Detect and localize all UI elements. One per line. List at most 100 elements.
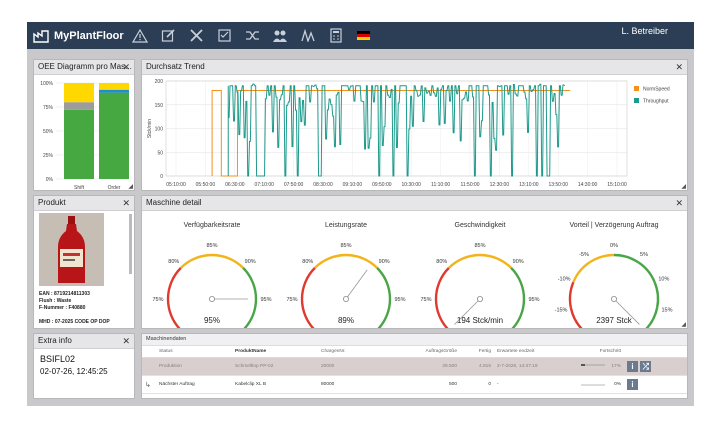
scrollbar[interactable] bbox=[129, 214, 132, 274]
gauge-tick-label: 95% bbox=[394, 297, 405, 303]
signal-icon[interactable] bbox=[299, 27, 317, 44]
top-bar: MyPlantFloor L. Betreiber ✕ bbox=[27, 22, 694, 49]
gauges: Verfügbarkeitsrate70%75%80%85%90%95%100%… bbox=[152, 222, 673, 328]
gauge-arc bbox=[314, 253, 347, 269]
warning-icon[interactable] bbox=[131, 27, 149, 44]
gauge-title: Verfügbarkeitsrate bbox=[184, 222, 241, 229]
product-ean: EAN : 8719214811303 bbox=[39, 291, 90, 297]
factory-icon bbox=[33, 30, 49, 43]
col-chargennr: ChargenNr. bbox=[318, 346, 404, 358]
edit-icon[interactable] bbox=[159, 27, 177, 44]
cell-progress: 17% bbox=[578, 357, 624, 376]
gauge-tick-label: 75% bbox=[420, 297, 431, 303]
gauge-tick-label: 85% bbox=[206, 243, 217, 249]
gauge-tick-label: 10% bbox=[658, 276, 669, 282]
product-details: EAN : 8719214811303 Flush : Waste F-Numm… bbox=[39, 291, 110, 326]
y-tick-label: 100 bbox=[155, 127, 164, 133]
bar-segment-blue bbox=[99, 89, 129, 93]
gauge-tick-label: -10% bbox=[558, 276, 571, 282]
info-button[interactable]: i bbox=[627, 379, 638, 390]
gauge-tick-label: 85% bbox=[474, 243, 485, 249]
info-button[interactable]: i bbox=[627, 361, 638, 372]
gauge-arc bbox=[434, 298, 449, 328]
cell-progress: 0% bbox=[578, 375, 624, 394]
table-header-spacer bbox=[142, 346, 156, 358]
gauge-arc bbox=[345, 253, 378, 269]
gauge-arc bbox=[637, 261, 656, 283]
gauge-arc bbox=[376, 267, 392, 300]
bar-segment-grey bbox=[64, 102, 94, 110]
x-tick-label: 07:50:00 bbox=[284, 182, 304, 188]
gauge-value: 95% bbox=[204, 316, 220, 325]
extra-info-panel: Extra info ✕ BSIFL02 02-07-26, 12:45:25 bbox=[33, 333, 135, 399]
resize-handle-icon[interactable]: ◢ bbox=[128, 184, 133, 190]
panel-header: Extra info ✕ bbox=[34, 334, 134, 349]
resize-handle-icon[interactable]: ◢ bbox=[681, 322, 686, 328]
x-tick-label: 11:10:00 bbox=[431, 182, 450, 188]
trend-title: Durchsatz Trend bbox=[146, 62, 205, 71]
x-tick-label: 12:30:00 bbox=[490, 182, 510, 188]
resize-handle-icon[interactable]: ◢ bbox=[681, 184, 686, 190]
close-icon[interactable]: ✕ bbox=[674, 25, 690, 45]
gauge-arc bbox=[511, 298, 526, 328]
gauge-tick-label: 80% bbox=[436, 259, 447, 265]
cell-endzeit: - bbox=[494, 375, 578, 394]
product-mhd: MHD : 07-2025 CODE OP DOP bbox=[39, 319, 110, 325]
table-row[interactable]: Produktion Schmelltop PP-02 20000 28.500… bbox=[142, 357, 687, 376]
cell-actions: i bbox=[624, 375, 687, 394]
gauge-title: Leistungsrate bbox=[325, 222, 367, 229]
table-header-row: Status ProduktName ChargenNr. AuftragsGr… bbox=[142, 346, 687, 358]
gauge-arc bbox=[479, 253, 512, 269]
panel-header: Durchsatz Trend ✕ bbox=[142, 60, 687, 75]
calculator-icon[interactable] bbox=[327, 27, 345, 44]
cell-name: Schmelltop PP-02 bbox=[232, 357, 318, 376]
x-tick-label: 14:30:00 bbox=[578, 182, 598, 188]
product-title: Produkt bbox=[38, 198, 66, 207]
legend-swatch bbox=[634, 98, 639, 103]
cell-charge: 80000 bbox=[318, 375, 404, 394]
table-row[interactable]: ↳ Nächster Auftrag Kabelclip XL B 80000 … bbox=[142, 375, 687, 394]
col-auftragsgroesse: AuftragsGröße bbox=[404, 346, 460, 358]
user-name[interactable]: L. Betreiber bbox=[621, 26, 668, 36]
gauge-tick-label: -15% bbox=[555, 308, 568, 314]
checklist-icon[interactable] bbox=[215, 27, 233, 44]
gauge-tick-label: 85% bbox=[340, 243, 351, 249]
gauge-tick-label: -5% bbox=[579, 252, 589, 258]
close-icon[interactable]: ✕ bbox=[122, 336, 130, 346]
y-axis-label: Stck/min bbox=[147, 119, 153, 138]
gauge-tick-label: 80% bbox=[302, 259, 313, 265]
app-logo[interactable]: MyPlantFloor bbox=[33, 28, 124, 44]
gauge-arc bbox=[300, 298, 315, 328]
cell-status: Produktion bbox=[156, 357, 232, 376]
users-icon[interactable] bbox=[271, 27, 289, 44]
shuffle-icon[interactable] bbox=[243, 27, 261, 44]
col-produktname: ProduktName bbox=[232, 346, 318, 358]
gauge-arc bbox=[568, 281, 575, 308]
x-tick-label: Order bbox=[108, 185, 121, 191]
tools-icon[interactable] bbox=[187, 27, 205, 44]
gauge-arc bbox=[653, 281, 660, 308]
x-tick-label: 07:10:00 bbox=[254, 182, 274, 188]
product-image bbox=[39, 213, 104, 286]
cell-charge: 20000 bbox=[318, 357, 404, 376]
german-flag-icon[interactable] bbox=[357, 31, 370, 40]
shuffle-button[interactable]: ⤮ bbox=[640, 361, 652, 372]
gauge-title: Vorteil | Verzögerung Auftrag bbox=[570, 222, 659, 229]
close-icon[interactable]: ✕ bbox=[122, 62, 130, 72]
product-flush: Flush : Waste bbox=[39, 298, 72, 304]
maschinendaten-panel: Maschinendaten Status ProduktName Charge… bbox=[141, 333, 688, 399]
close-icon[interactable]: ✕ bbox=[122, 198, 130, 208]
gauge-arc bbox=[448, 253, 481, 269]
legend-swatch bbox=[634, 86, 639, 91]
legend-label: Throughput bbox=[643, 99, 669, 105]
gauge-arc bbox=[243, 298, 258, 328]
gauge-tick-label: 75% bbox=[286, 297, 297, 303]
close-icon[interactable]: ✕ bbox=[675, 62, 683, 72]
gauge-hub bbox=[209, 296, 216, 303]
close-icon[interactable]: ✕ bbox=[675, 198, 683, 208]
col-status: Status bbox=[156, 346, 232, 358]
y-tick-label: 50% bbox=[43, 129, 54, 135]
app-title: MyPlantFloor bbox=[54, 30, 124, 42]
gauge-arc bbox=[588, 253, 615, 264]
gauge-arc bbox=[211, 253, 244, 269]
